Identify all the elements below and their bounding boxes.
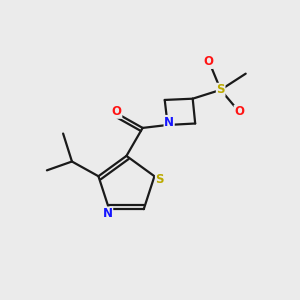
Text: S: S (155, 173, 164, 186)
Text: N: N (103, 207, 113, 220)
Text: N: N (164, 116, 174, 128)
Text: S: S (216, 83, 225, 96)
Text: O: O (234, 105, 244, 119)
Text: O: O (112, 105, 122, 118)
Text: O: O (203, 56, 213, 68)
